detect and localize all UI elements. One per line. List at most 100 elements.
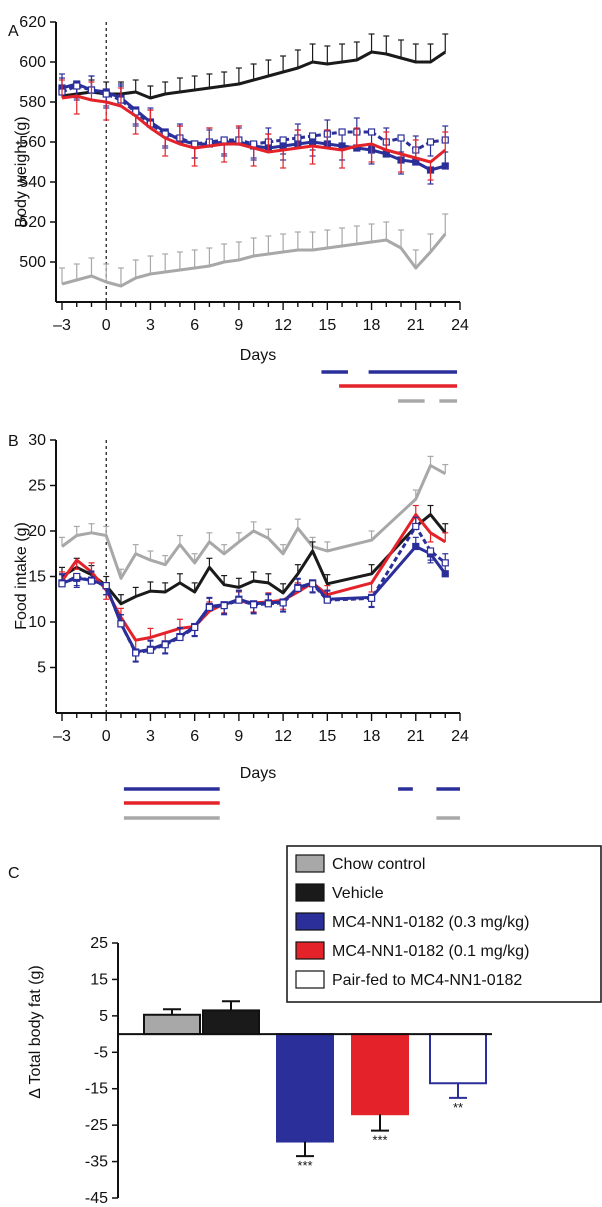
legend-swatch-chow — [295, 854, 325, 873]
y-tick-label: 15 — [28, 569, 46, 586]
y-tick-label: 15 — [90, 971, 108, 988]
data-point — [220, 136, 228, 144]
x-tick-label: 15 — [318, 317, 336, 334]
series-high — [58, 73, 449, 185]
data-point — [323, 596, 331, 604]
data-point — [250, 601, 258, 609]
y-tick-label: 30 — [28, 432, 46, 449]
data-point — [264, 600, 272, 608]
significance-stars: *** — [372, 1133, 387, 1148]
x-tick-label: 12 — [274, 317, 292, 334]
data-point — [426, 547, 435, 555]
data-point — [176, 633, 184, 642]
legend-box — [286, 845, 602, 1003]
data-point — [58, 580, 66, 588]
y-tick-label: 520 — [19, 214, 46, 231]
y-tick-label: -35 — [85, 1154, 108, 1171]
data-point — [102, 90, 110, 98]
data-point — [397, 134, 405, 142]
legend-label-vehicle: Vehicle — [332, 885, 384, 902]
panel-b-y-axis-label: Food intake (g) — [13, 522, 30, 630]
legend-swatch-high — [295, 912, 325, 931]
x-tick-label: 18 — [363, 317, 381, 334]
y-tick-label: 560 — [19, 134, 46, 151]
data-point — [338, 128, 346, 136]
panel-a-x-axis-label: Days — [240, 347, 276, 364]
x-tick-label: 9 — [234, 317, 243, 334]
panel-c-letter: C — [8, 865, 20, 882]
data-point — [73, 82, 81, 90]
legend-swatch-vehicle — [295, 883, 325, 902]
x-tick-label: 12 — [274, 728, 292, 745]
series-vehicle — [59, 33, 449, 100]
data-point — [73, 572, 81, 581]
significance-stars: ** — [453, 1100, 463, 1115]
bar-low — [351, 1033, 409, 1116]
legend-label-chow: Chow control — [332, 856, 425, 873]
y-tick-label: 20 — [28, 523, 46, 540]
series-chow — [59, 213, 449, 288]
panel-b-food-intake: B Food intake (g) Days 5 10 15 20 25 30 –3 0 3 6 9… — [8, 432, 469, 820]
x-tick-label: 21 — [407, 728, 425, 745]
bar-pairfed — [429, 1033, 487, 1085]
series-pairfed — [58, 75, 449, 159]
data-point — [161, 641, 169, 649]
data-point — [308, 132, 317, 140]
legend-label-pairfed: Pair-fed to MC4-NN1-0182 — [332, 972, 522, 989]
series-line-high — [61, 545, 447, 654]
bar-high — [276, 1033, 334, 1143]
y-tick-label: -25 — [85, 1117, 108, 1134]
data-point — [441, 570, 449, 578]
series-line-vehicle — [61, 50, 447, 100]
x-tick-label: 0 — [102, 317, 111, 334]
series-line-vehicle — [61, 513, 447, 606]
x-tick-label: 18 — [363, 728, 381, 745]
series-chow — [59, 455, 449, 580]
data-point — [146, 646, 155, 654]
y-tick-label: 580 — [19, 94, 46, 111]
y-tick-label: -5 — [94, 1044, 108, 1061]
x-tick-label: –3 — [53, 317, 71, 334]
y-tick-label: 25 — [28, 478, 46, 495]
y-tick-label: 25 — [90, 935, 108, 952]
data-point — [412, 542, 420, 551]
data-point — [235, 596, 243, 604]
data-point — [426, 138, 435, 146]
panel-c-y-axis-label: Δ Total body fat (g) — [27, 965, 44, 1098]
y-tick-label: -45 — [85, 1190, 108, 1207]
data-point — [412, 522, 420, 531]
x-tick-label: 21 — [407, 317, 425, 334]
data-point — [367, 594, 376, 602]
data-point — [220, 602, 228, 610]
x-tick-label: 3 — [146, 728, 155, 745]
data-point — [367, 128, 376, 136]
x-tick-label: 3 — [146, 317, 155, 334]
data-point — [441, 162, 449, 170]
x-tick-label: 6 — [190, 317, 199, 334]
panel-a-body-weight: A Body weight (g) Days 50052054056058060… — [8, 14, 469, 403]
y-tick-label: 5 — [37, 660, 46, 677]
series-line-low — [61, 94, 447, 164]
data-point — [102, 581, 110, 590]
bar-chow — [143, 1013, 201, 1036]
panel-b-letter: B — [8, 433, 19, 450]
x-tick-label: 9 — [234, 728, 243, 745]
x-tick-label: 15 — [318, 728, 336, 745]
x-tick-label: 24 — [451, 728, 469, 745]
data-point — [279, 599, 287, 607]
legend: Chow control Vehicle MC4-NN1-0182 (0.3 mg/… — [286, 845, 602, 1003]
x-tick-label: –3 — [53, 728, 71, 745]
data-point — [441, 559, 449, 567]
panel-c-body-fat: C Δ Total body fat (g) 25 15 5 -5 -15 -25 -35 -… — [8, 845, 602, 1207]
bar-vehicle — [202, 1009, 260, 1036]
series-line-chow — [61, 464, 447, 580]
legend-swatch-pairfed — [295, 970, 325, 989]
panel-a-y-axis-label: Body weight (g) — [13, 116, 30, 227]
y-tick-label: 500 — [19, 254, 46, 271]
series-line-pairfed — [61, 525, 447, 655]
data-point — [205, 603, 214, 612]
data-point — [117, 620, 125, 628]
legend-label-high: MC4-NN1-0182 (0.3 mg/kg) — [332, 914, 529, 931]
y-tick-label: 10 — [28, 614, 46, 631]
